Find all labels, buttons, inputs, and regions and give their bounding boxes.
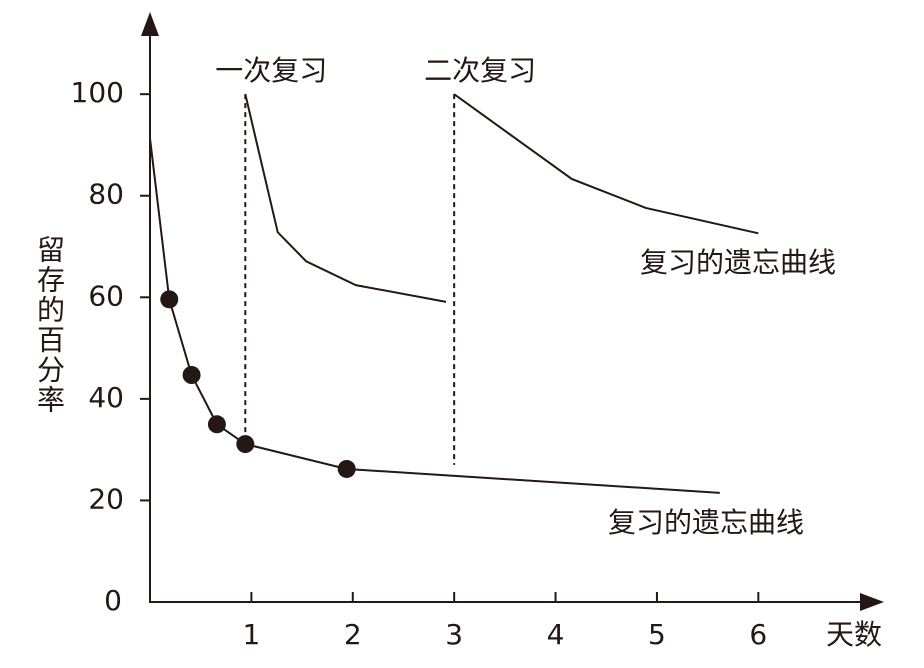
data-point — [207, 415, 226, 434]
x-tick-label: 1 — [242, 618, 260, 651]
y-tick-label: 60 — [88, 279, 124, 312]
curve-label: 复习的遗忘曲线 — [640, 246, 836, 279]
x-tick-label: 6 — [749, 618, 767, 651]
data-point — [337, 459, 356, 478]
x-axis-arrow — [860, 593, 884, 611]
data-point — [182, 366, 201, 385]
x-tick-label: 2 — [344, 618, 362, 651]
review-label: 二次复习 — [424, 54, 536, 87]
curve — [149, 138, 720, 494]
curve — [453, 93, 759, 235]
x-axis-label: 天数 — [826, 618, 882, 651]
y-tick-label: 40 — [88, 381, 124, 414]
y-tick-label: 20 — [88, 482, 124, 515]
y-axis-label: 留存的百分率 — [33, 235, 66, 415]
review-label: 一次复习 — [215, 54, 327, 87]
curve-label: 复习的遗忘曲线 — [608, 506, 804, 539]
y-tick-label: 100 — [71, 76, 124, 109]
curve — [244, 93, 447, 303]
x-tick-label: 4 — [547, 618, 565, 651]
y-tick-label: 80 — [88, 178, 124, 211]
x-tick-label: 3 — [445, 618, 463, 651]
y-tick-label: 0 — [104, 584, 122, 617]
data-point — [160, 290, 179, 309]
data-point — [236, 435, 255, 454]
y-axis-arrow — [141, 12, 159, 36]
x-tick-label: 5 — [648, 618, 666, 651]
